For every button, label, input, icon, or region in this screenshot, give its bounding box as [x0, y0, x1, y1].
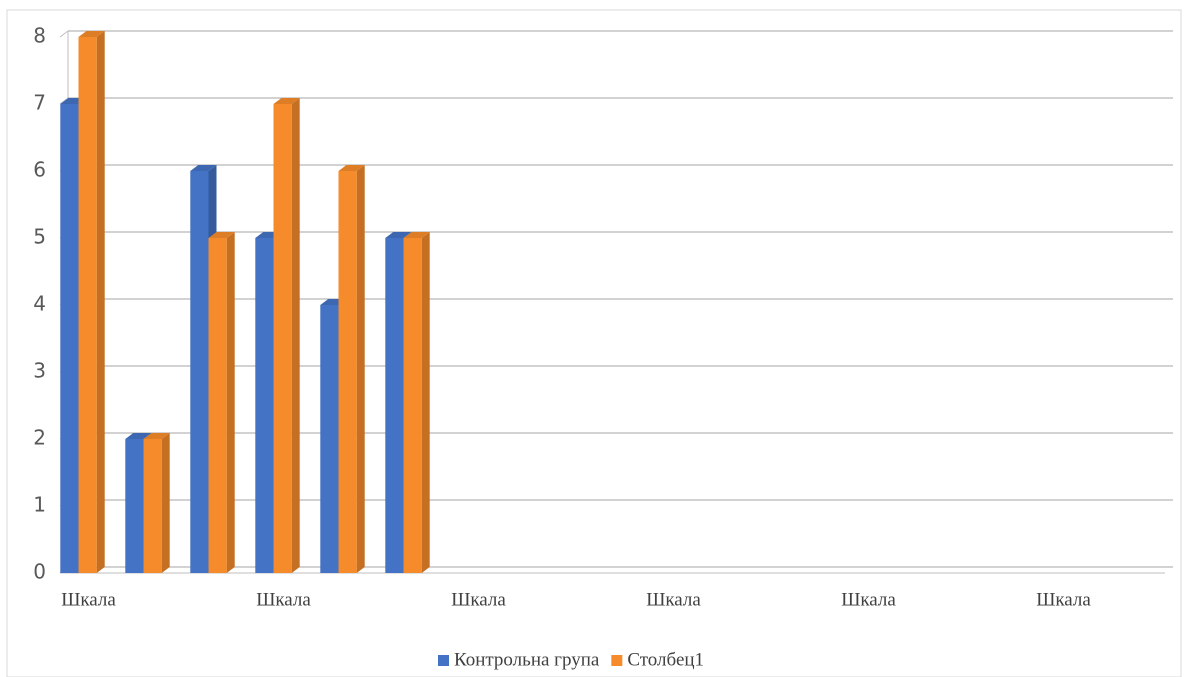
bar-top: [403, 232, 430, 238]
legend-label: Контрольна група: [454, 649, 600, 670]
bar: [208, 238, 227, 573]
bar-top: [385, 232, 412, 238]
bar-side: [226, 232, 235, 573]
legend: Контрольна група Столбец1: [438, 649, 704, 670]
y-tick-label: 2: [33, 426, 46, 450]
x-tick-label: Шкала: [1036, 589, 1091, 610]
x-tick-label: Шкала: [841, 589, 896, 610]
bar-side: [96, 31, 105, 573]
y-tick-label: 7: [33, 91, 46, 115]
y-tick-label: 3: [33, 359, 46, 383]
bar-side: [291, 98, 300, 573]
bar: [273, 104, 292, 573]
grid-floor: [59, 97, 69, 105]
chart-frame: [6, 9, 1182, 677]
bar-top: [78, 31, 105, 37]
bar-side: [421, 232, 430, 573]
bar-top: [190, 165, 217, 171]
bar: [338, 171, 357, 573]
y-tick-label: 0: [33, 560, 46, 584]
bar-side: [356, 165, 365, 573]
bar-top: [273, 98, 300, 104]
bar: [78, 37, 97, 573]
bar: [403, 238, 422, 573]
legend-swatch: [611, 655, 623, 666]
x-tick-label: Шкала: [646, 589, 701, 610]
bar-side: [161, 433, 170, 573]
bar: [320, 305, 339, 573]
x-tick-label: Шкала: [256, 589, 311, 610]
x-tick-label: Шкала: [61, 589, 116, 610]
bar-top: [338, 165, 365, 171]
legend-label: Столбец1: [627, 649, 704, 670]
y-tick-label: 6: [33, 158, 46, 182]
legend-swatch: [438, 655, 449, 666]
bar: [125, 439, 144, 573]
bar: [255, 238, 274, 573]
bar-top: [125, 433, 152, 439]
bar: [143, 439, 162, 573]
grid-floor: [59, 30, 69, 38]
bar-top: [143, 433, 170, 439]
y-tick-label: 4: [33, 292, 46, 316]
bar: [60, 104, 79, 573]
bar: [385, 238, 404, 573]
y-tick-label: 5: [33, 225, 46, 249]
bar: [190, 171, 209, 573]
y-tick-label: 1: [33, 493, 46, 517]
x-tick-label: Шкала: [451, 589, 506, 610]
bar-top: [208, 232, 235, 238]
y-tick-label: 8: [33, 24, 46, 48]
